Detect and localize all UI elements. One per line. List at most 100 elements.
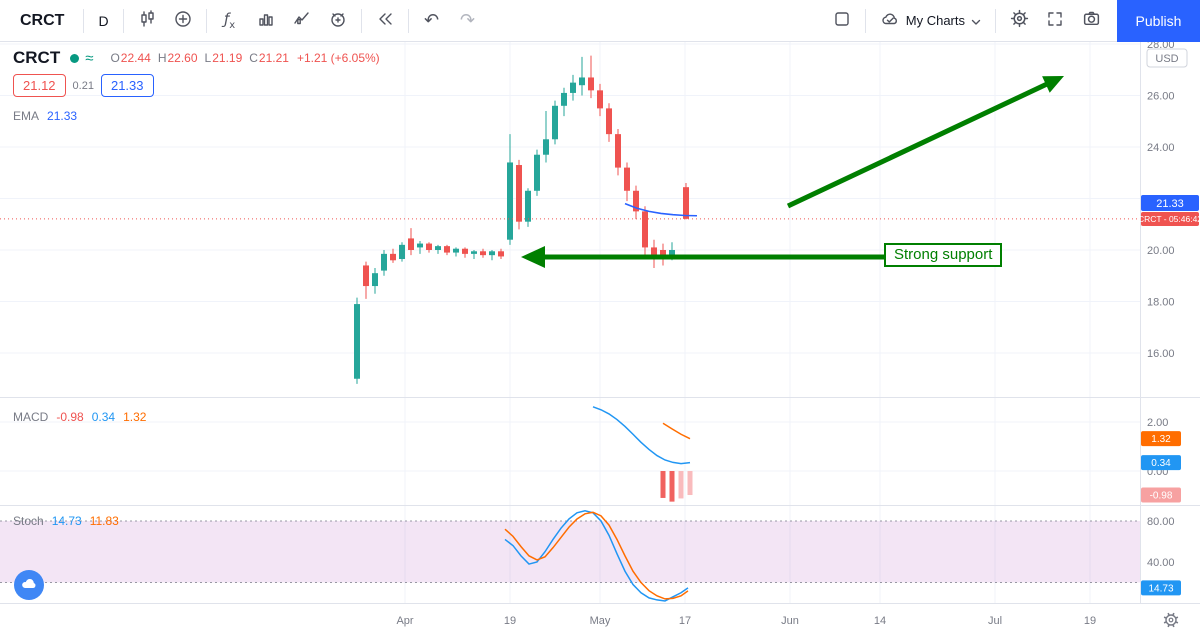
candle-body <box>597 90 603 109</box>
macd-signal-value: 1.32 <box>123 410 147 424</box>
bottom-settings-gear-icon[interactable] <box>1175 621 1179 624</box>
alert-button[interactable] <box>320 3 356 39</box>
chart-canvas[interactable]: 28.0026.0024.0022.0020.0018.0016.002.000… <box>0 42 1200 636</box>
time-axis-label: 19 <box>1084 615 1096 627</box>
macd-value-badge-text: 0.34 <box>1151 458 1171 469</box>
macd-hist-badge <box>1141 487 1181 503</box>
bottom-settings-gear-icon[interactable] <box>1165 614 1177 626</box>
chevron-down-icon <box>971 13 981 29</box>
bottom-settings-gear-icon[interactable] <box>1175 616 1179 619</box>
zigzag-pattern-icon <box>293 10 311 32</box>
bottom-settings-gear-icon[interactable] <box>1172 612 1175 616</box>
open-label: O <box>110 51 120 65</box>
bottom-settings-gear-icon[interactable] <box>1163 621 1167 624</box>
macd-hist-value: -0.98 <box>56 410 84 424</box>
market-status-icon[interactable] <box>70 53 80 63</box>
ema-legend: EMA 21.33 <box>13 109 77 123</box>
time-axis-label: May <box>590 615 611 627</box>
candle-body <box>453 248 459 253</box>
indicators-button[interactable]: ƒx <box>212 3 248 39</box>
support-arrow-head[interactable] <box>521 246 545 268</box>
candlestick-style-icon <box>138 9 156 32</box>
time-axis-label: Jul <box>988 615 1002 627</box>
candle-body <box>552 105 558 140</box>
low-value: 21.19 <box>212 51 243 65</box>
toolbar-right-group: My Charts Publish <box>824 0 1200 42</box>
toolbar-separator <box>864 8 866 33</box>
macd-signal-line <box>662 422 691 440</box>
spread-value: 0.21 <box>72 79 94 92</box>
candle-body <box>642 211 648 248</box>
cloud-check-icon <box>880 10 900 31</box>
stoch-title[interactable]: Stoch <box>13 514 44 528</box>
countdown-badge <box>1141 212 1199 226</box>
time-axis-label: Apr <box>396 615 413 627</box>
snapshot-button[interactable] <box>1073 3 1109 39</box>
candle-body <box>471 251 477 254</box>
chart-type-button[interactable] <box>129 3 165 39</box>
cloud-logo-icon <box>20 575 38 596</box>
toolbar-left-group: CRCT D ƒx <box>0 3 486 39</box>
bottom-settings-gear-icon[interactable] <box>1168 617 1174 623</box>
support-annotation-label[interactable]: Strong support <box>884 243 1003 267</box>
candle-body <box>489 251 495 256</box>
bottom-settings-gear-icon[interactable] <box>1167 624 1170 628</box>
fullscreen-button[interactable] <box>1037 3 1073 39</box>
candle-body <box>462 248 468 254</box>
macd-histogram-bar <box>669 471 675 502</box>
macd-legend: MACD -0.98 0.34 1.32 <box>13 410 154 424</box>
bar-replay-button[interactable] <box>367 3 403 39</box>
interval-button[interactable]: D <box>89 7 117 35</box>
publish-button[interactable]: Publish <box>1117 0 1200 42</box>
macd-histogram-bar <box>660 471 666 498</box>
fullscreen-arrows-icon <box>1046 10 1064 32</box>
redo-button[interactable]: ↷ <box>450 3 486 39</box>
bottom-settings-gear-icon[interactable] <box>1163 616 1167 619</box>
data-mode-icon[interactable]: ≈ <box>85 49 94 67</box>
plus-circle-icon <box>174 10 192 32</box>
macd-line-value: 0.34 <box>91 410 116 424</box>
candle-body <box>561 92 567 106</box>
ema-line <box>624 202 698 217</box>
financials-button[interactable] <box>248 3 284 39</box>
candle-body <box>669 250 675 256</box>
quote-buttons: 21.12 0.21 21.33 <box>13 74 154 97</box>
candle-body <box>615 134 621 168</box>
symbol-search-button[interactable]: CRCT <box>6 6 78 36</box>
my-charts-label: My Charts <box>905 13 965 28</box>
time-axis-label: Jun <box>781 615 799 627</box>
layout-button[interactable] <box>824 3 860 39</box>
layout-rectangle-icon <box>833 10 851 32</box>
toolbar-separator <box>205 8 207 33</box>
trend-arrow-head[interactable] <box>1042 76 1064 93</box>
indicator-templates-button[interactable] <box>284 3 320 39</box>
buy-button[interactable]: 21.33 <box>100 74 154 97</box>
ohlc-row: O 22.44 H 22.60 L 21.19 C 21.21 +1.21 (+6.05… <box>103 51 379 65</box>
candle-body <box>516 165 522 222</box>
toolbar-separator <box>360 8 362 33</box>
axis-tick-label: 80.00 <box>1147 516 1175 528</box>
stoch-k-line <box>504 509 689 602</box>
axis-tick-label: 18.00 <box>1147 297 1175 309</box>
bottom-settings-gear-icon[interactable] <box>1167 612 1170 616</box>
sell-button[interactable]: 21.12 <box>13 74 66 97</box>
compare-button[interactable] <box>165 3 201 39</box>
my-charts-button[interactable]: My Charts <box>871 4 990 37</box>
macd-hist-badge-text: -0.98 <box>1150 491 1173 502</box>
tradingview-logo-button[interactable] <box>14 570 44 600</box>
bottom-settings-gear-icon[interactable] <box>1172 624 1175 628</box>
candle-body <box>408 238 414 250</box>
symbol-legend: CRCT ≈ O 22.44 H 22.60 L 21.19 C 21.21 +1.21… <box>13 48 380 68</box>
chart-settings-button[interactable] <box>1001 3 1037 39</box>
undo-button[interactable]: ↶ <box>414 3 450 39</box>
trend-arrow-line[interactable] <box>786 81 1049 209</box>
macd-histogram-bar <box>687 471 693 496</box>
legend-symbol[interactable]: CRCT <box>13 48 61 67</box>
axis-tick-label: 16.00 <box>1147 348 1175 360</box>
ema-label[interactable]: EMA <box>13 109 40 123</box>
macd-title[interactable]: MACD <box>13 410 49 424</box>
candle-body <box>399 244 405 260</box>
candle-body <box>579 77 585 86</box>
ema-price-badge-text: 21.33 <box>1156 198 1184 210</box>
